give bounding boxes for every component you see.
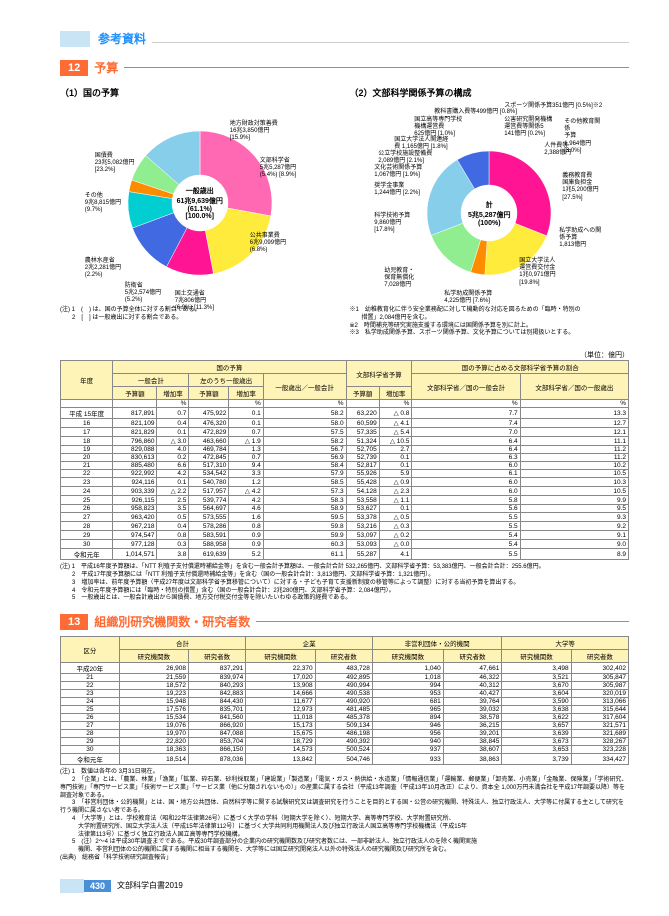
table-row: 2517,576835,70112,973481,48596539,0323,6… [61, 706, 629, 714]
table-row: 2819,970847,08815,675486,19895639,2013,6… [61, 730, 629, 738]
pie-slice-label: 地方財政対策善費 16兆3,850億円 [15.9%] [230, 121, 278, 143]
page-footer: 430 文部科学白書2019 [60, 879, 629, 893]
pie-slice-label: 幼児教育・ 保育無償化 7,028億円 [384, 268, 414, 290]
header-line [152, 35, 629, 43]
table-row: 24903,339△ 2.2517,957△ 4.257.354,128△ 2.… [61, 487, 629, 496]
table-row: 18796,860△ 3.0463,660△ 1.958.251,324△ 10… [61, 437, 629, 446]
pie-slice-label: 公共事業費 6兆9,099億円 (6.8%) [250, 233, 286, 255]
table-row: 25926,1152.5539,7744.258.353,558△ 1.15.8… [61, 496, 629, 505]
section-title: 予算 [94, 59, 118, 76]
pie-slice-label: 国立大学法人 運営費交付金 1兆0,971億円 [19.8%] [519, 258, 555, 287]
pie-chart-2: 計 5兆5,287億円 (100%) 義務教育費 国庫負担金 1兆5,200億円… [374, 103, 604, 303]
table-row: 16821,1090.4476,3200.158.060,599△ 4.17.4… [61, 419, 629, 428]
table-row: 26958,8233.5564,6974.658.953,6270.15.69.… [61, 505, 629, 513]
pie2-notes: ※1 幼稚教育化に伴う安全業務配に対して機動的な対応を図るための「臨時・特別の … [350, 307, 630, 338]
table-row: 21885,4806.6517,3109.458.452,8170.16.010… [61, 462, 629, 470]
pie-slice-label: 義務教育費 国庫負担金 1兆5,200億円 [27.5%] [562, 173, 598, 202]
section-num: 13 [60, 614, 88, 630]
charts-row: （1）国の予算 一般歳出 61兆9,639億円 (61.1%) [100.0%]… [60, 82, 629, 342]
pie-top-label: スポーツ関係予算351億円 [0.5%]※2 [504, 103, 602, 110]
table-row: 20830,6130.2472,8450.756.952,7390.16.311… [61, 454, 629, 462]
table-row: 令和元年18,514878,03613,842504,74693338,8633… [61, 754, 629, 765]
table-row: 平成20年26,908837,29122,370483,7281,04047,6… [61, 663, 629, 674]
header-decoration [60, 31, 90, 47]
table-row: 28967,2180.4578,2860.859.853,216△ 0.35.5… [61, 522, 629, 531]
section-12-head: 12 予算 [60, 59, 629, 76]
pie-top-label: 公立学校施設整備費 2,089億円 [2.1%] [378, 151, 432, 165]
table-row: 平成 15年度817,8910.7475,9220.158.263,220△ 0… [61, 408, 629, 419]
table-row: 2922,820853,70418,729490,39294038,8453,6… [61, 738, 629, 746]
pie-top-label: 人件費等 2,388億円 [544, 143, 571, 157]
table-row: 19829,0884.0469,7841.356.752,7052.76.411… [61, 446, 629, 454]
page-header: 参考資料 [60, 30, 629, 47]
pie-top-label: 国立高等専門学校 機構運営費 625億円 [1.0%] [414, 117, 462, 139]
chart-2-col: （2）文部科学関係予算の構成 計 5兆5,287億円 (100%) 義務教育費 … [350, 82, 630, 342]
table-row: 令和元年1,014,5713.8619,6395.261.155,2874.15… [61, 549, 629, 560]
pie-slice-label: その他 9兆8,815億円 (9.7%) [85, 193, 121, 215]
pie-slice-label: 農林水産省 2兆2,281億円 (2.2%) [85, 258, 121, 280]
footer-text: 文部科学白書2019 [117, 880, 183, 891]
table-row: 17821,8290.1472,8290.757.557,335△ 5.47.0… [61, 428, 629, 437]
table-row: 27963,4200.5573,5551.659.553,378△ 0.55.5… [61, 513, 629, 522]
table-row: 2319,223842,88314,666490,53895340,4273,6… [61, 690, 629, 698]
pie2-center: 計 5兆5,287億円 (100%) [462, 186, 516, 240]
table-row: 2121,559839,97417,020492,8951,01846,3223… [61, 674, 629, 682]
pie-slice-label: 文部科学省 5兆5,287億円 (5.4%) [8.9%] [260, 158, 296, 180]
pie-slice-label: 国土交通省 7兆806億円 (6.9%) [11.3%] [175, 291, 214, 313]
table-row: 22922,9924.2534,5423.357.955,9265.96.110… [61, 470, 629, 478]
pie-slice-label: 私学助成関係予算 4,225億円 [7.6%] [444, 291, 492, 305]
table-row: 2415,948844,43011,677490,92068139,7643,5… [61, 698, 629, 706]
table-row: 2615,534841,56011,018485,37889438,5783,6… [61, 714, 629, 722]
table13-footnotes: (注) 1 数値は各年の 3月31日現在。 2 「企業」とは、「農業、林業」「漁… [60, 769, 629, 863]
table-row: 3018,363866,15014,573500,52493738,6073,6… [61, 746, 629, 754]
table-row: 2719,076866,92015,173509,13494636,2153,6… [61, 722, 629, 730]
unit-label: （単位：億円） [60, 350, 629, 360]
section-num: 12 [60, 60, 88, 76]
pie-slice-label: 防衛省 5兆2,574億円 (5.2%) [125, 283, 161, 305]
pie1-center: 一般歳出 61兆9,639億円 (61.1%) [100.0%] [173, 176, 227, 230]
pie-top-label: 公害研究開発機構 運営費等関係5 141億円 [0.2%] [504, 117, 552, 139]
budget-table: 年度 国の予算 文部科学省予算 国の予算に占める文部科学省予算の割合 一般会計 … [60, 360, 629, 560]
table-row: 23924,1160.1540,7801.258.555,428△ 0.96.0… [61, 478, 629, 487]
table-row: 2218,572840,29313,908490,99499440,3123,6… [61, 682, 629, 690]
research-table: 区分 合計 企業 非営利団体・公的機関 大学等 研究機関数研究者数 研究機関数研… [60, 636, 629, 765]
pie-top-label: 教科書購入費等499億円 [0.8%] [434, 109, 517, 116]
header-title: 参考資料 [98, 30, 146, 47]
table-row: 30977,1280.3588,9580.960.353,093△ 0.05.4… [61, 540, 629, 549]
pie-slice-label: 私学助成への関係予算 1,813億円 [559, 228, 604, 250]
chart-1-col: （1）国の予算 一般歳出 61兆9,639億円 (61.1%) [100.0%]… [60, 82, 340, 342]
chart-2-subtitle: （2）文部科学関係予算の構成 [350, 86, 630, 99]
pie-slice-label: 科学技術予算 9,860億円 [17.8%] [374, 213, 410, 235]
pie-top-label: 奨学金事業 1,244億円 [2.2%] [374, 183, 420, 197]
section-13-head: 13 組織別研究機関数・研究者数 [60, 613, 629, 630]
pie-slice-label: 国債費 23兆5,082億円 [23.2%] [95, 153, 135, 175]
table-row: 29974,5470.8583,5910.959.953,097△ 0.25.4… [61, 531, 629, 540]
section-title: 組織別研究機関数・研究者数 [94, 613, 250, 630]
page-number: 430 [84, 880, 111, 892]
pie-top-label: 文化芸術関係予算 1,067億円 [1.9%] [374, 165, 422, 179]
table12-footnotes: (注) 1 平成16年度予算額は、「NTT 利殖子支付償還時補給金等」を含む一般… [60, 564, 629, 603]
pie-top-label: 国立大学法人関連経 費 1,165億円 [1.8%] [394, 137, 448, 151]
chart-1-subtitle: （1）国の予算 [60, 86, 340, 99]
pie-chart-1: 一般歳出 61兆9,639億円 (61.1%) [100.0%] 国債費 23兆… [85, 103, 315, 303]
